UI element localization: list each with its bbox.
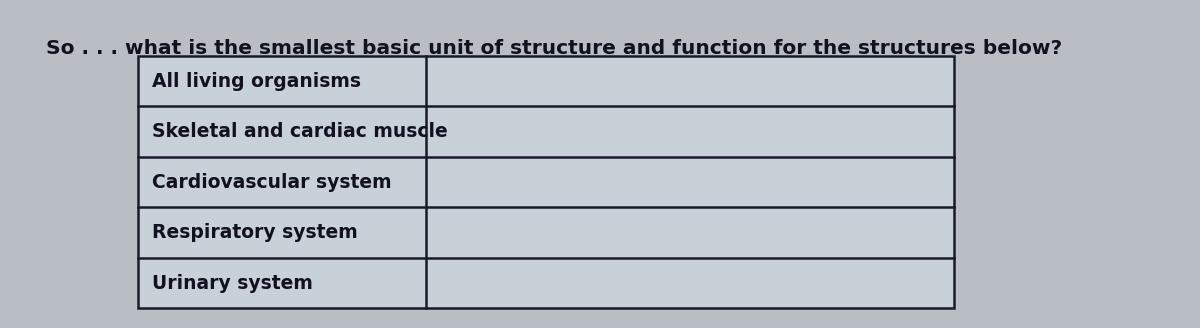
Text: All living organisms: All living organisms xyxy=(152,72,361,91)
Bar xyxy=(138,56,954,308)
Text: Skeletal and cardiac muscle: Skeletal and cardiac muscle xyxy=(152,122,448,141)
Text: Cardiovascular system: Cardiovascular system xyxy=(152,173,392,192)
Text: Respiratory system: Respiratory system xyxy=(152,223,358,242)
Bar xyxy=(138,56,954,308)
Text: Urinary system: Urinary system xyxy=(152,274,313,293)
Text: So . . . what is the smallest basic unit of structure and function for the struc: So . . . what is the smallest basic unit… xyxy=(46,39,1062,58)
